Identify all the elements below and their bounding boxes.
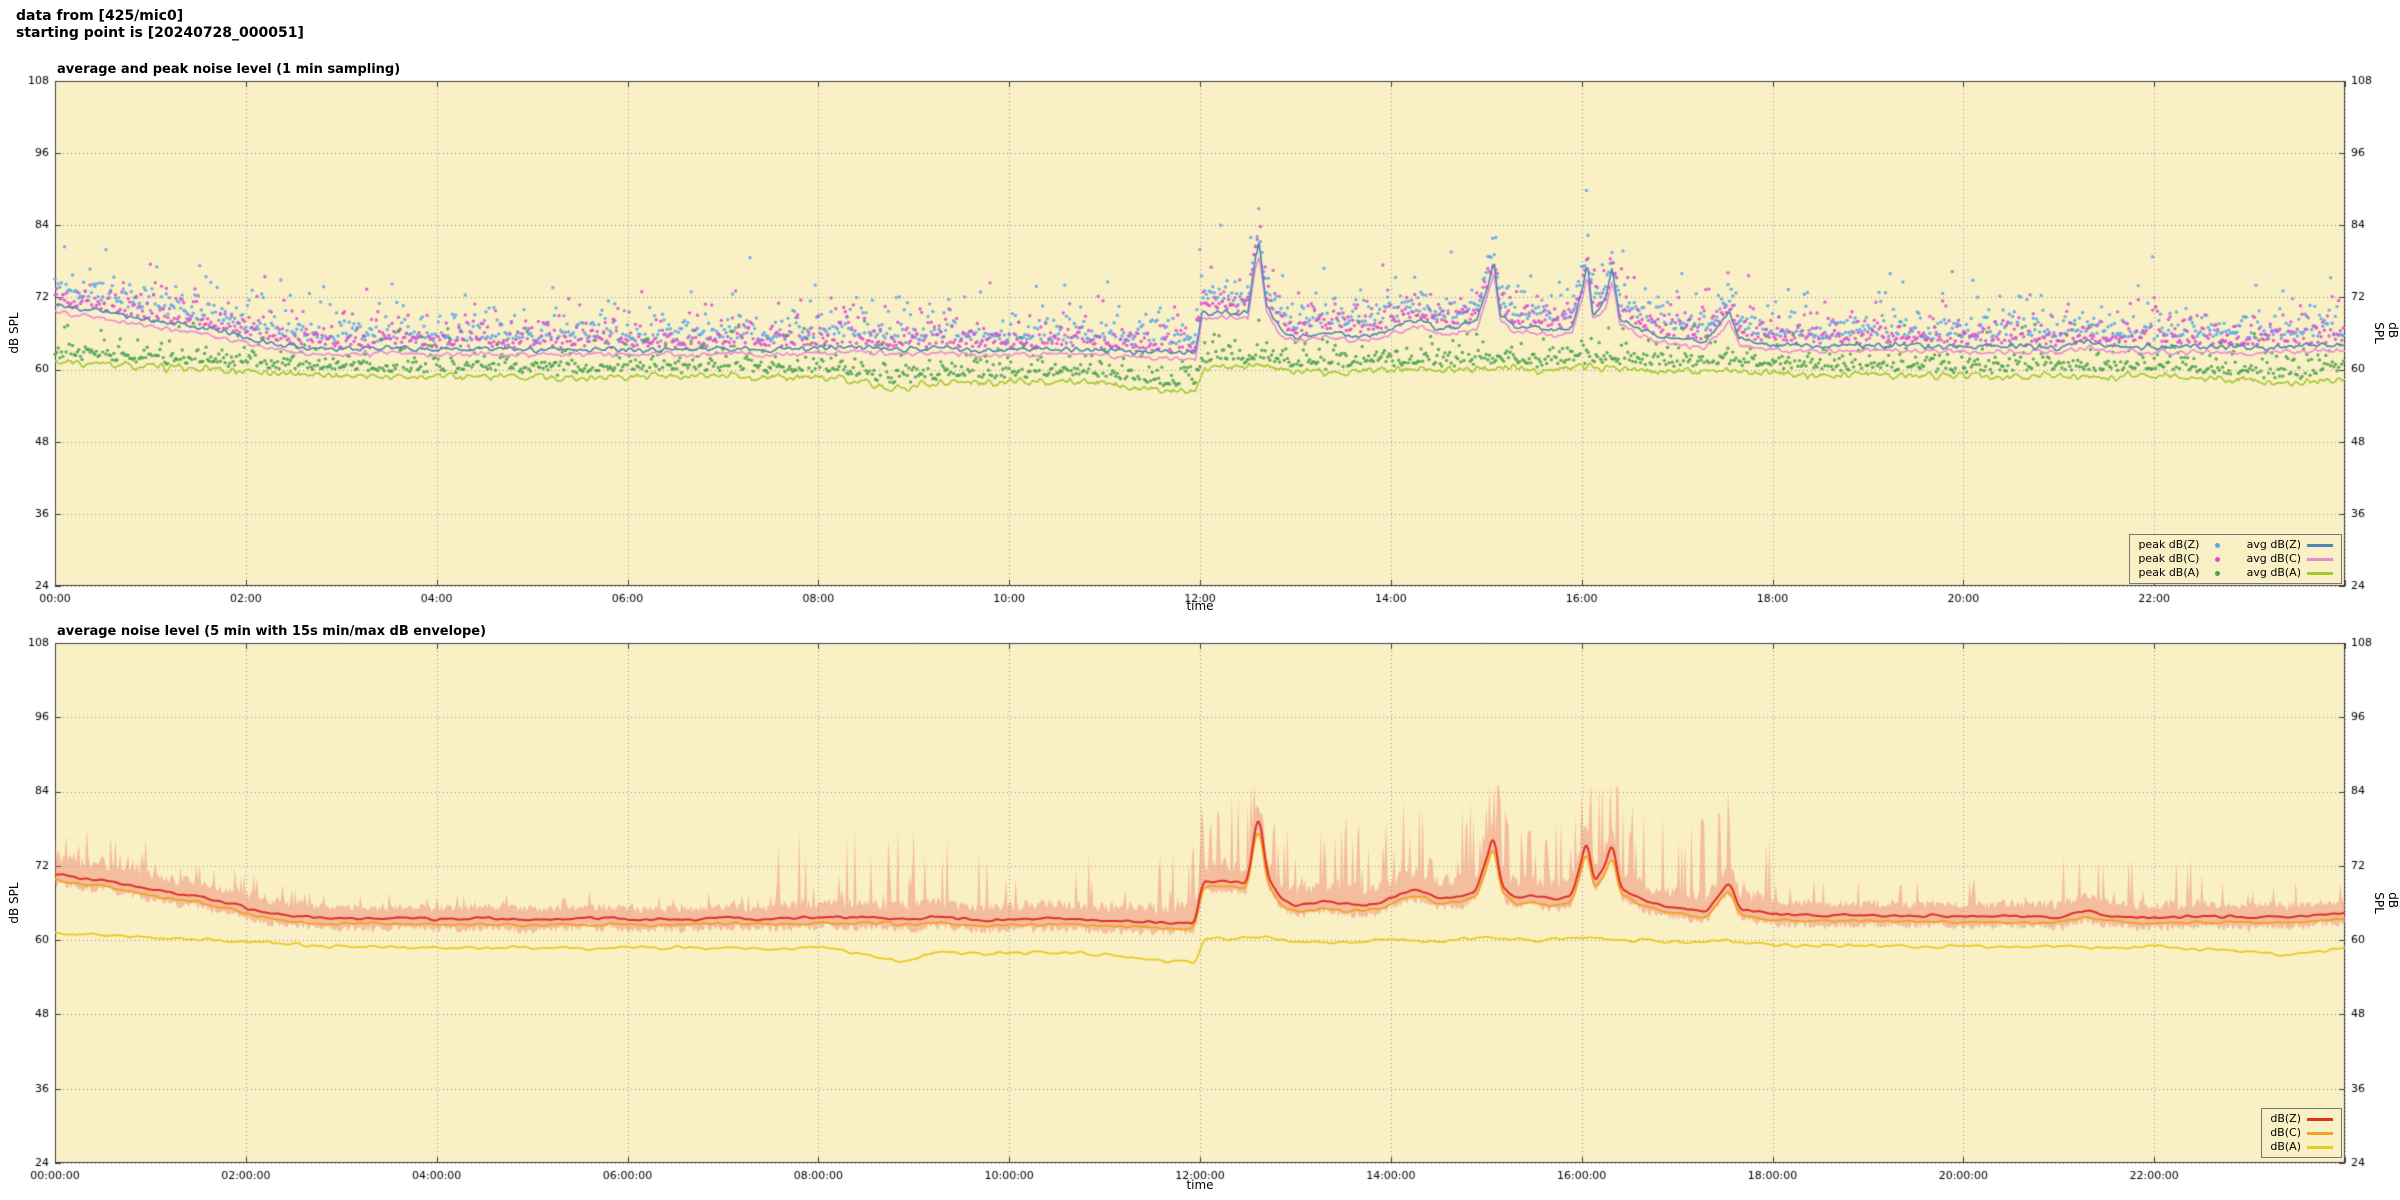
avg-dbc-sample-icon [2307, 557, 2333, 561]
bottom-xaxis-label: time [1186, 1178, 1214, 1192]
header-starting-point: starting point is [20240728_000051] [16, 25, 304, 41]
peak-dbz-sample-icon [2215, 542, 2221, 548]
bottom-chart-title: average noise level (5 min with 15s min/… [57, 624, 487, 639]
legend-label: peak dB(A) [2138, 566, 2200, 579]
top-xaxis-label: time [1186, 599, 1214, 613]
avg-dbz-sample-icon [2307, 543, 2333, 547]
legend-entry-peak-dbc: peak dB(C) [2138, 552, 2230, 566]
dbc-sample-icon [2307, 1131, 2333, 1135]
top-chart-legend: peak dB(Z) peak dB(C) peak dB(A) avg dB(… [2129, 534, 2342, 584]
legend-entry-peak-dba: peak dB(A) [2138, 566, 2230, 580]
top-chart-title: average and peak noise level (1 min samp… [57, 62, 401, 77]
dbz-sample-icon [2307, 1117, 2333, 1121]
legend-entry-avg-dbc: avg dB(C) [2246, 552, 2333, 566]
top-yaxis-label-right: dB SPL [2372, 322, 2400, 344]
peak-dba-sample-icon [2215, 570, 2221, 576]
legend-label: avg dB(C) [2246, 552, 2301, 565]
bottom-yaxis-label-right: dB SPL [2372, 892, 2400, 914]
legend-label: dB(C) [2270, 1126, 2301, 1139]
avg-dba-sample-icon [2307, 571, 2333, 575]
legend-entry-avg-dbz: avg dB(Z) [2246, 538, 2333, 552]
legend-entry-dbc: dB(C) [2270, 1126, 2333, 1140]
legend-label: dB(A) [2270, 1140, 2301, 1153]
bottom-chart-legend: dB(Z) dB(C) dB(A) [2261, 1108, 2342, 1158]
legend-label: peak dB(Z) [2138, 538, 2200, 551]
bottom-yaxis-label-left: dB SPL [7, 882, 21, 924]
legend-entry-avg-dba: avg dB(A) [2246, 566, 2333, 580]
legend-entry-peak-dbz: peak dB(Z) [2138, 538, 2230, 552]
legend-label: avg dB(Z) [2246, 538, 2301, 551]
legend-label: avg dB(A) [2246, 566, 2301, 579]
header-data-source: data from [425/mic0] [16, 8, 184, 24]
legend-label: peak dB(C) [2138, 552, 2200, 565]
legend-entry-dba: dB(A) [2270, 1140, 2333, 1154]
top-yaxis-label-left: dB SPL [7, 312, 21, 354]
peak-dbc-sample-icon [2215, 556, 2221, 562]
legend-entry-dbz: dB(Z) [2270, 1112, 2333, 1126]
dba-sample-icon [2307, 1145, 2333, 1149]
legend-label: dB(Z) [2270, 1112, 2301, 1125]
